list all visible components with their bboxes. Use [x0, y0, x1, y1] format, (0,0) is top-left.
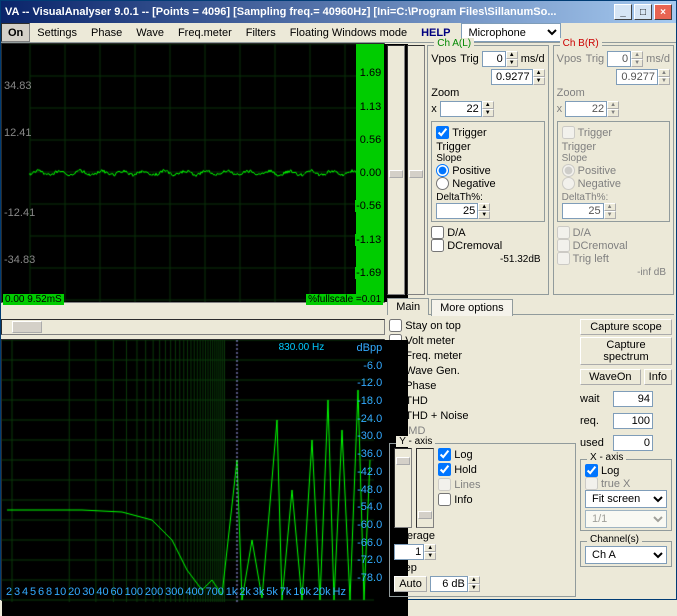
- channel-b-panel: Ch B(R) VposTrig ▲▼ ms/d ▲▼ Zoom x▲▼ Tri…: [553, 45, 674, 295]
- capture-spectrum-button[interactable]: Capture spectrum: [580, 337, 672, 365]
- cha-ms-spin[interactable]: ▲▼: [482, 51, 518, 67]
- cha-slope-pos[interactable]: Positive: [436, 164, 539, 177]
- channel-a-panel: Ch A(L) VposTrig ▲▼ ms/d ▲▼ Zoom x▲▼ Tri…: [427, 45, 548, 295]
- cha-dcr-check[interactable]: DCremoval: [431, 239, 544, 252]
- opt-wg[interactable]: Wave Gen.: [389, 364, 576, 377]
- menu-filters[interactable]: Filters: [239, 23, 283, 42]
- yaxis-slider2[interactable]: [416, 448, 434, 528]
- menu-freqmeter[interactable]: Freq.meter: [171, 23, 239, 42]
- scope-yaxis-right: 1.691.130.560.00-0.56-1.13-1.69: [356, 44, 384, 302]
- menu-wave[interactable]: Wave: [129, 23, 171, 42]
- titlebar: VA -- VisualAnalyser 9.0.1 -- [Points = …: [1, 1, 676, 23]
- cha-title: Ch A(L): [434, 38, 474, 49]
- cha-msval-spin[interactable]: ▲▼: [491, 69, 545, 85]
- cha-trigger-group: Trigger Trigger Slope Positive Negative …: [431, 121, 544, 222]
- chb-title: Ch B(R): [560, 38, 602, 49]
- wait-input[interactable]: [613, 391, 653, 407]
- xaxis-truex[interactable]: true X: [585, 477, 667, 490]
- yaxis-log[interactable]: Log: [438, 448, 480, 461]
- yaxis-lines[interactable]: Lines: [438, 478, 480, 491]
- auto-button[interactable]: Auto: [394, 576, 427, 592]
- tabs: Main More options: [387, 297, 674, 315]
- opt-ph[interactable]: Phase: [389, 379, 576, 392]
- scope-hscroll[interactable]: [1, 319, 385, 335]
- cha-db-label: -51.32dB: [431, 252, 544, 267]
- cha-trigger-check[interactable]: Trigger: [436, 126, 539, 139]
- spectrum-display: 830.00 Hz dBpp-6.0-12.0-18.0-24.0-30.0-3…: [1, 339, 385, 601]
- tab-more[interactable]: More options: [431, 299, 513, 316]
- opt-stay[interactable]: Stay on top: [389, 319, 576, 332]
- info-button[interactable]: Info: [644, 369, 672, 385]
- opt-fm[interactable]: Freq. meter: [389, 349, 576, 362]
- on-button[interactable]: On: [1, 23, 30, 42]
- yaxis-slider1[interactable]: [394, 448, 412, 528]
- channel-select[interactable]: Ch A: [585, 546, 667, 564]
- xaxis-ratio-select[interactable]: 1/1: [585, 510, 667, 528]
- menu-settings[interactable]: Settings: [30, 23, 84, 42]
- yaxis-step-spin[interactable]: ▲▼: [430, 576, 480, 592]
- maximize-button[interactable]: □: [634, 4, 652, 20]
- menu-floating[interactable]: Floating Windows mode: [283, 23, 414, 42]
- waveon-button[interactable]: WaveOn: [580, 369, 641, 385]
- spectrum-peak-label: 830.00 Hz: [279, 342, 325, 353]
- yaxis-hold[interactable]: Hold: [438, 463, 480, 476]
- input-source-select[interactable]: Microphone: [461, 23, 561, 42]
- used-input[interactable]: [613, 435, 653, 451]
- window-title: VA -- VisualAnalyser 9.0.1 -- [Points = …: [5, 6, 614, 18]
- oscilloscope-display: 34.8312.41-12.41-34.83 1.691.130.560.00-…: [1, 43, 385, 303]
- xaxis-log[interactable]: Log: [585, 464, 667, 477]
- xaxis-group: X - axis Log true X Fit screen 1/1: [580, 459, 672, 531]
- close-button[interactable]: ×: [654, 4, 672, 20]
- tab-main[interactable]: Main: [387, 298, 429, 315]
- capture-scope-button[interactable]: Capture scope: [580, 319, 672, 335]
- menu-phase[interactable]: Phase: [84, 23, 129, 42]
- yaxis-avg-spin[interactable]: ▲▼: [394, 544, 436, 560]
- cha-zoom-spin[interactable]: ▲▼: [440, 101, 494, 117]
- cha-da-check[interactable]: D/A: [431, 226, 544, 239]
- minimize-button[interactable]: _: [614, 4, 632, 20]
- yaxis-info[interactable]: Info: [438, 493, 480, 506]
- channel-group: Channel(s) Ch A: [580, 541, 672, 567]
- req-input[interactable]: [613, 413, 653, 429]
- opt-vm[interactable]: Volt meter: [389, 334, 576, 347]
- opt-thdn[interactable]: THD + Noise: [389, 409, 576, 422]
- scope-time-info: 0.00 9.52mS: [3, 294, 64, 305]
- opt-thd[interactable]: THD: [389, 394, 576, 407]
- cha-trig-slider[interactable]: [407, 45, 425, 295]
- cha-slope-neg[interactable]: Negative: [436, 177, 539, 190]
- yaxis-group: Y - axis Log Hold Lines Info Average ▲▼: [389, 443, 576, 597]
- scope-yaxis-left: 34.8312.41-12.41-34.83: [2, 44, 30, 302]
- cha-vpos-slider[interactable]: [387, 45, 405, 295]
- xaxis-fit-select[interactable]: Fit screen: [585, 490, 667, 508]
- scope-scale-info: %fullscale =0.01: [306, 294, 383, 305]
- cha-delta-spin[interactable]: ▲▼: [436, 203, 490, 219]
- spectrum-xaxis: 23456810203040601002003004007001k2k3k5k7…: [2, 586, 350, 600]
